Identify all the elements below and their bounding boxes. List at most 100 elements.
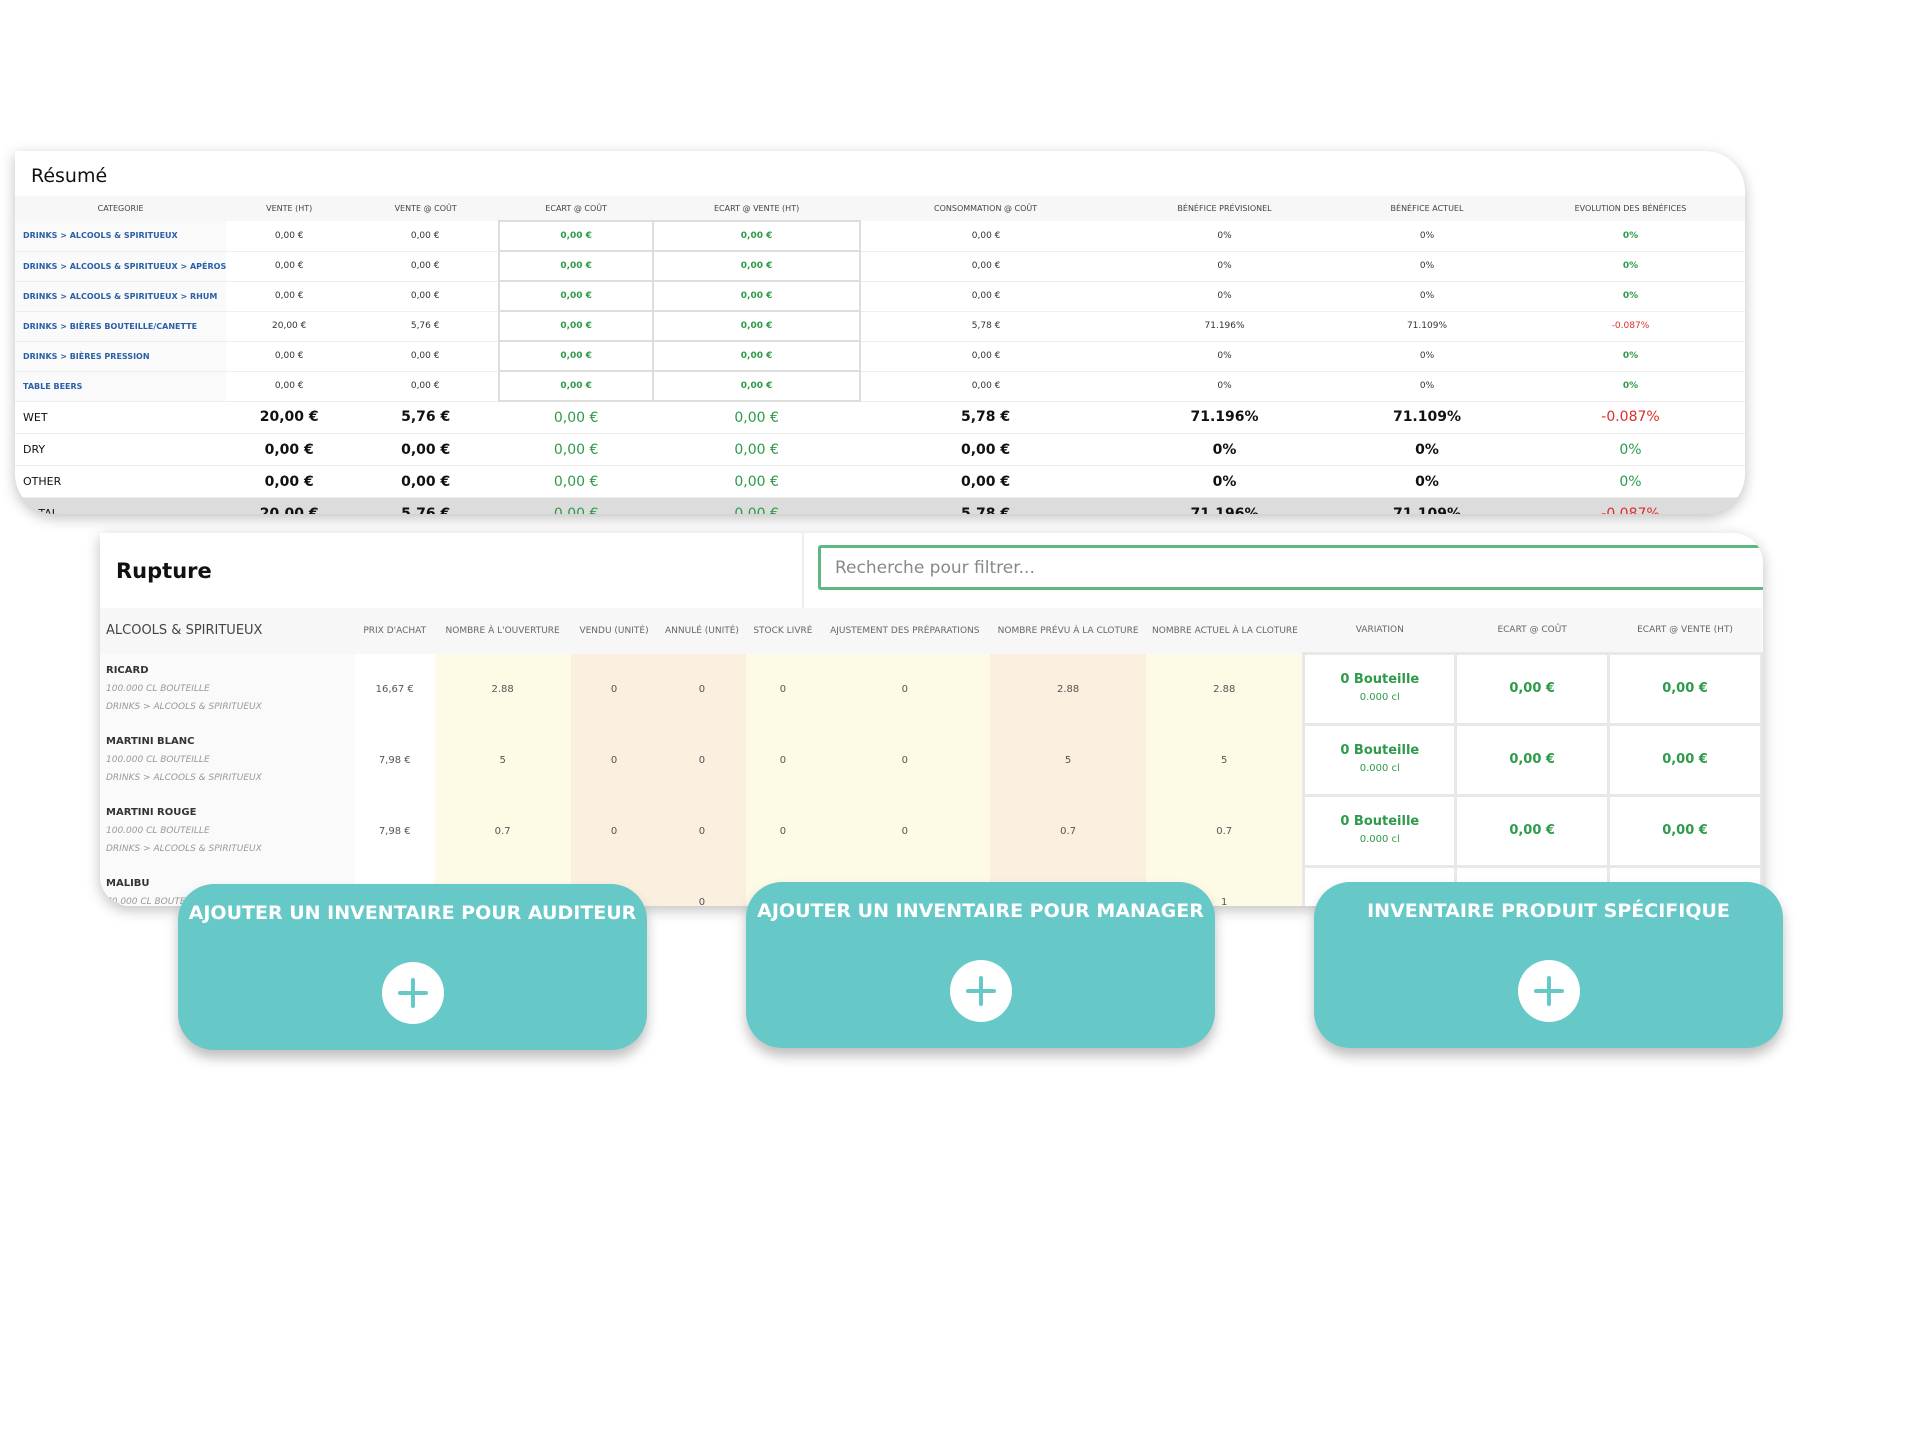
- category-link[interactable]: TABLE BEERS: [15, 371, 227, 402]
- cell: 0,00 €: [499, 497, 654, 514]
- cell: 0: [570, 653, 658, 725]
- cell: 5: [1146, 724, 1304, 796]
- product-name: MARTINI ROUGE: [106, 806, 197, 818]
- cell: 0,00 €: [226, 251, 353, 282]
- cell: 0,00 €: [652, 310, 862, 342]
- category-link[interactable]: DRINKS > BIÈRES BOUTEILLE/CANETTE: [15, 311, 227, 342]
- cell: 20,00 €: [226, 497, 353, 514]
- variation-sub: 0.000 cl: [1359, 834, 1400, 845]
- header-cell: NOMBRE PRÉVU À LA CLOTURE: [990, 608, 1147, 654]
- cell: 0,00 €: [498, 250, 655, 282]
- header-cell: ECART @ COÛT: [1455, 608, 1609, 654]
- summary-row: WET 20,00 €5,76 €0,00 €0,00 €5,78 €71.196…: [15, 401, 1745, 434]
- cell: 5: [990, 724, 1147, 796]
- product-row: MARTINI BLANC 100.000 CL BOUTEILLE DRINKS …: [100, 723, 1763, 797]
- product-name: MARTINI BLANC: [106, 735, 195, 747]
- add-button[interactable]: AJOUTER UN INVENTAIRE POUR MANAGER: [746, 882, 1215, 1048]
- header-cell: ECART @ VENTE (HT): [1608, 608, 1762, 654]
- cell: 0.7: [434, 795, 571, 867]
- add-button[interactable]: INVENTAIRE PRODUIT SPÉCIFIQUE: [1314, 882, 1783, 1048]
- cell: 0%: [1338, 465, 1516, 498]
- cell: 5,78 €: [860, 497, 1112, 514]
- cell: 0,00 €: [352, 465, 500, 498]
- cell: 0,00 €: [352, 281, 500, 312]
- cell: 0,00 €: [226, 465, 353, 498]
- cell: 0%: [1515, 433, 1745, 466]
- cell: 0%: [1338, 371, 1516, 402]
- header-cell: CONSOMMATION @ COÛT: [860, 196, 1112, 221]
- variation: 0 Bouteille: [1340, 672, 1420, 687]
- cell: 0,00 €: [653, 433, 861, 466]
- cell: 0: [746, 653, 820, 725]
- cell: 0%: [1515, 341, 1745, 372]
- cell: 71.109%: [1338, 497, 1516, 514]
- product-unit: 70.000 CL BOUTEILLE: [106, 896, 204, 907]
- cell: 0%: [1515, 221, 1745, 252]
- header-cell: NOMBRE ACTUEL À LA CLOTURE: [1146, 608, 1304, 654]
- category-link[interactable]: DRINKS > ALCOOLS & SPIRITUEUX > RHUM: [15, 281, 227, 312]
- cell: 0,00 €: [226, 281, 353, 312]
- cell: 71.196%: [1111, 497, 1338, 514]
- divider: [802, 533, 804, 608]
- cell: 0%: [1111, 341, 1338, 372]
- header-row: ALCOOLS & SPIRITUEUX PRIX D'ACHAT NOMBRE À…: [100, 608, 1762, 654]
- cell: 0%: [1338, 433, 1516, 466]
- cell: 0%: [1111, 433, 1338, 466]
- cell: 0: [570, 795, 658, 867]
- header-cell: AJUSTEMENT DES PRÉPARATIONS: [819, 608, 991, 654]
- cell: 0%: [1515, 465, 1745, 498]
- header-cell: PRIX D'ACHAT: [354, 608, 435, 654]
- search-input[interactable]: Recherche pour filtrer...: [818, 545, 1763, 590]
- header-cell: ANNULÉ (UNITÉ): [657, 608, 747, 654]
- cell: 5,78 €: [860, 401, 1112, 434]
- product-path: DRINKS > ALCOOLS & SPIRITUEUX: [106, 772, 262, 783]
- category-link[interactable]: DRINKS > BIÈRES PRESSION: [15, 341, 227, 372]
- cell: 0,00 €: [498, 310, 655, 342]
- cell: 0,00 €: [653, 465, 861, 498]
- cell: 0%: [1338, 281, 1516, 312]
- cell: 0,00 €: [352, 341, 500, 372]
- cell: 0,00 €: [653, 497, 861, 514]
- category-link[interactable]: DRINKS > ALCOOLS & SPIRITUEUX > APÉROS: [15, 251, 227, 282]
- cell: 0: [819, 653, 991, 725]
- header-cell: BÉNÉFICE PRÉVISIONEL: [1111, 196, 1338, 221]
- cell: DRY: [15, 433, 227, 466]
- cell: -0.087%: [1515, 311, 1745, 342]
- cell: 0,00 €: [499, 401, 654, 434]
- cell: 0: [657, 653, 747, 725]
- cell: 0,00 €: [653, 401, 861, 434]
- cell: 0,00 €: [498, 220, 655, 252]
- ecart-vente: 0,00 €: [1607, 794, 1763, 868]
- cell: 2.88: [434, 653, 571, 725]
- ecart-vente: 0,00 €: [1607, 652, 1763, 726]
- resume-table: CATEGORIE VENTE (HT) VENTE @ COÛT ECART @ C…: [15, 196, 1745, 514]
- cell: 0%: [1515, 251, 1745, 282]
- header-cell: VARIATION: [1303, 608, 1456, 654]
- product-cell: RICARD 100.000 CL BOUTEILLE DRINKS > ALCOO…: [100, 653, 355, 725]
- cell: 0,00 €: [226, 341, 353, 372]
- cell: -0.087%: [1515, 497, 1745, 514]
- cell: 5: [434, 724, 571, 796]
- cell: 5,78 €: [860, 311, 1112, 342]
- category-row: DRINKS > BIÈRES BOUTEILLE/CANETTE 20,00 €…: [15, 310, 1745, 342]
- product-unit: 100.000 CL BOUTEILLE: [106, 683, 210, 694]
- button-label: INVENTAIRE PRODUIT SPÉCIFIQUE: [1367, 900, 1730, 922]
- variation-sub: 0.000 cl: [1359, 692, 1400, 703]
- cell: 0,00 €: [860, 281, 1112, 312]
- cell: 0%: [1338, 221, 1516, 252]
- variation-cell: 0 Bouteille 0.000 cl: [1302, 794, 1458, 868]
- product-name: RICARD: [106, 664, 149, 676]
- header-cell: ALCOOLS & SPIRITUEUX: [100, 608, 355, 654]
- cell: 2.88: [990, 653, 1147, 725]
- summary-row: DRY 0,00 €0,00 €0,00 €0,00 €0,00 €0% 0% 0%: [15, 433, 1745, 466]
- cell: 0,00 €: [499, 465, 654, 498]
- header-cell: STOCK LIVRÉ: [746, 608, 820, 654]
- cell: 0.7: [1146, 795, 1304, 867]
- cell: 0: [657, 724, 747, 796]
- product-unit: 100.000 CL BOUTEILLE: [106, 754, 210, 765]
- add-button[interactable]: AJOUTER UN INVENTAIRE POUR AUDITEUR: [178, 884, 647, 1050]
- cell: 0: [657, 866, 747, 906]
- category-link[interactable]: DRINKS > ALCOOLS & SPIRITUEUX: [15, 221, 227, 252]
- cell: 0,00 €: [352, 221, 500, 252]
- cell: 0,00 €: [226, 221, 353, 252]
